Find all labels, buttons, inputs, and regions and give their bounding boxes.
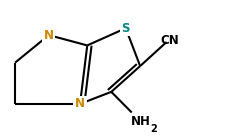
Text: CN: CN [161, 34, 179, 47]
Text: 2: 2 [150, 124, 157, 134]
Text: NH: NH [130, 115, 150, 128]
Text: N: N [44, 29, 54, 42]
Text: N: N [75, 97, 85, 110]
Text: S: S [122, 22, 130, 35]
